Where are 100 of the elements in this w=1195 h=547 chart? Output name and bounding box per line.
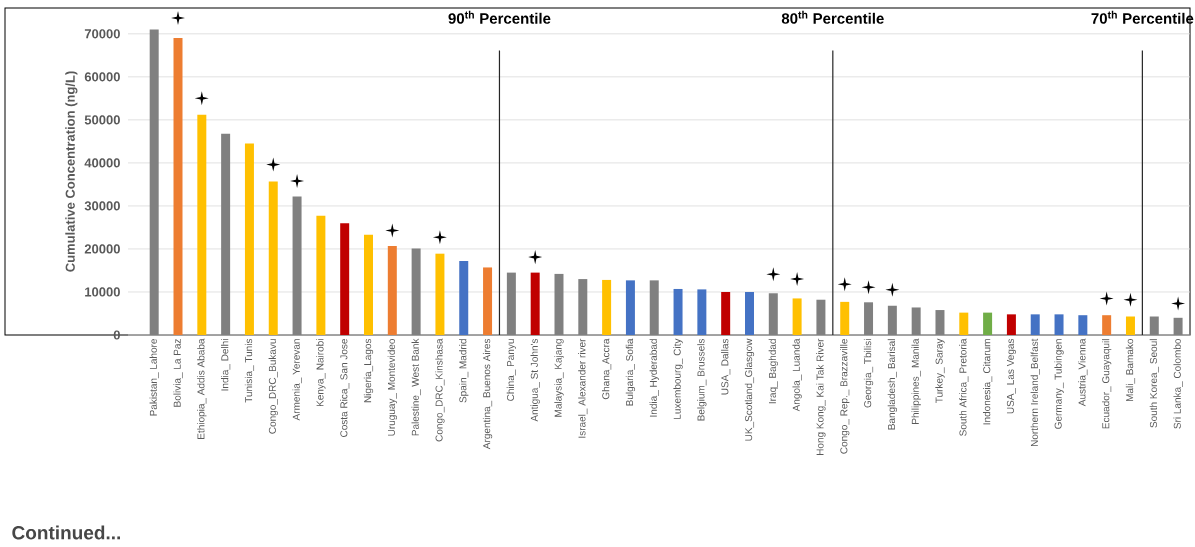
text: Continued...: [12, 525, 120, 540]
x-tick-label: Ghana_Accra: [602, 338, 612, 400]
x-tick-label: Philippines_ Manila: [911, 338, 921, 424]
bar: [221, 133, 231, 335]
x-tick-label: South Africa_ Pretoria: [959, 338, 969, 436]
x-tick-label: India_ Hyderabad: [649, 339, 659, 417]
x-tick-label: Uruguay_ Montevideo: [387, 338, 397, 436]
bar: [887, 305, 897, 335]
annotation: 80$^{th}$ Percentile: [781, 10, 884, 24]
x-tick-label: Kenya_ Nairobi: [316, 339, 326, 407]
x-tick-label: Nigeria_Lagos: [363, 338, 374, 403]
bar: [244, 143, 254, 335]
x-tick-label: Bangladesh_ Barisal: [887, 339, 898, 430]
x-tick-label: USA_ Las Vegas: [1006, 338, 1016, 414]
bar: [1102, 315, 1112, 335]
y-axis-title: Cumulative Concentration (ng/L): [65, 71, 78, 272]
bar: [935, 310, 945, 335]
bar: [816, 299, 826, 335]
annotation: 70$^{th}$ Percentile: [1091, 10, 1194, 24]
x-tick-label: India_ Delhi: [221, 339, 231, 391]
x-tick-label: Pakistan_ Lahore: [149, 339, 159, 416]
bar: [483, 267, 493, 335]
x-tick-label: Costa Rica_ San Jose: [340, 339, 350, 437]
bar: [768, 293, 778, 335]
bar: [340, 223, 350, 335]
x-tick-label: Iraq_ Baghdad: [768, 339, 778, 404]
x-tick-label: Congo_DRC_Bukavu: [268, 339, 278, 434]
bar: [387, 245, 397, 335]
annotation: 90$^{th}$ Percentile: [448, 10, 551, 24]
x-tick-label: Israel_ Alexander river: [578, 338, 588, 438]
x-tick-label: Sri Lanka_ Colombo: [1173, 338, 1183, 429]
x-tick-label: Argentina_ Buenos Aires: [482, 338, 493, 450]
bar: [173, 38, 183, 335]
bar: [435, 253, 445, 335]
x-tick-label: Ethiopia_ Addis Ababa: [197, 338, 207, 439]
bar: [1149, 316, 1159, 335]
x-tick-label: Ecuador_ Guayaquil: [1101, 339, 1112, 429]
x-tick-label: Luxembourg_ City: [673, 338, 683, 419]
bar: [197, 114, 207, 335]
x-tick-label: Georgia_ Tbilisi: [863, 339, 874, 408]
y-tick-label: 40000: [84, 158, 120, 168]
bar: [1006, 314, 1016, 335]
x-tick-label: Indonesia_ Citarum: [982, 339, 993, 425]
bar: [292, 196, 302, 335]
bar: [1078, 315, 1088, 335]
bar: [649, 280, 659, 335]
y-tick-label: 50000: [84, 115, 120, 125]
bar: [1030, 314, 1040, 335]
bar: [411, 248, 421, 335]
bar: [983, 312, 993, 335]
bar: [1173, 317, 1183, 335]
x-tick-label: Congo_ Rep._ Brazzaville: [840, 339, 850, 454]
y-tick-label: 20000: [84, 244, 120, 254]
x-tick-label: China_ Panyu: [506, 339, 517, 401]
x-tick-label: Spain_ Madrid: [459, 339, 469, 403]
bar: [840, 301, 850, 335]
y-tick-label: 10000: [85, 287, 120, 297]
bar: [911, 307, 921, 335]
x-tick-label: Germany_ Tubingen: [1054, 339, 1064, 429]
y-tick-label: 70000: [84, 29, 120, 39]
bar: [459, 261, 469, 335]
x-tick-label: Palestine_ West Bank: [411, 338, 421, 436]
bar: [316, 215, 326, 335]
bar: [864, 302, 874, 335]
x-tick-label: South Korea_ Seoul: [1149, 339, 1159, 428]
x-tick-label: Angola_ Luanda: [792, 338, 802, 412]
x-tick-label: Bolivia_ La Paz: [173, 339, 183, 407]
bar: [1054, 314, 1064, 335]
x-tick-label: Antigua_ St John's: [530, 338, 540, 422]
bar: [364, 234, 373, 335]
y-tick-label: 30000: [84, 201, 120, 211]
bar: [578, 279, 588, 335]
bar: [554, 273, 564, 335]
x-tick-label: UK_Scotland_Glasgow: [744, 338, 755, 441]
x-tick-label: Turkey_ Saray: [935, 338, 945, 403]
x-tick-label: Northern Ireland_Belfast: [1030, 338, 1040, 447]
x-tick-label: Congo_DRC_Kinshasa: [435, 338, 445, 442]
bar: [602, 279, 612, 335]
bar: [268, 181, 278, 335]
x-tick-label: Hong Kong_ Kai Tak River: [816, 338, 826, 455]
x-tick-label: Malaysia_ Kajang: [554, 339, 564, 417]
bar: [959, 312, 969, 335]
bar: [530, 272, 540, 335]
bar: [744, 291, 754, 335]
x-tick-label: Austria_Vienna: [1078, 338, 1088, 407]
x-tick-label: USA_ Dallas: [721, 338, 731, 395]
bar: [792, 298, 802, 335]
x-tick-label: Belgium_ Brussels: [697, 338, 707, 421]
bar: [1125, 316, 1135, 335]
x-tick-label: Bulgaria_ Sofia: [625, 338, 636, 406]
bar: [697, 289, 707, 335]
bar: [149, 29, 159, 335]
x-tick-label: Mali_ Bamako: [1125, 338, 1136, 402]
y-tick-label: 60000: [84, 72, 120, 82]
x-tick-label: Tunisia_ Tunis: [244, 338, 255, 403]
bar: [673, 288, 683, 335]
x-tick-label: Armenia_ Yerevan: [292, 339, 302, 421]
bar: [506, 272, 516, 335]
bar: [721, 291, 731, 335]
bar: [625, 280, 635, 335]
